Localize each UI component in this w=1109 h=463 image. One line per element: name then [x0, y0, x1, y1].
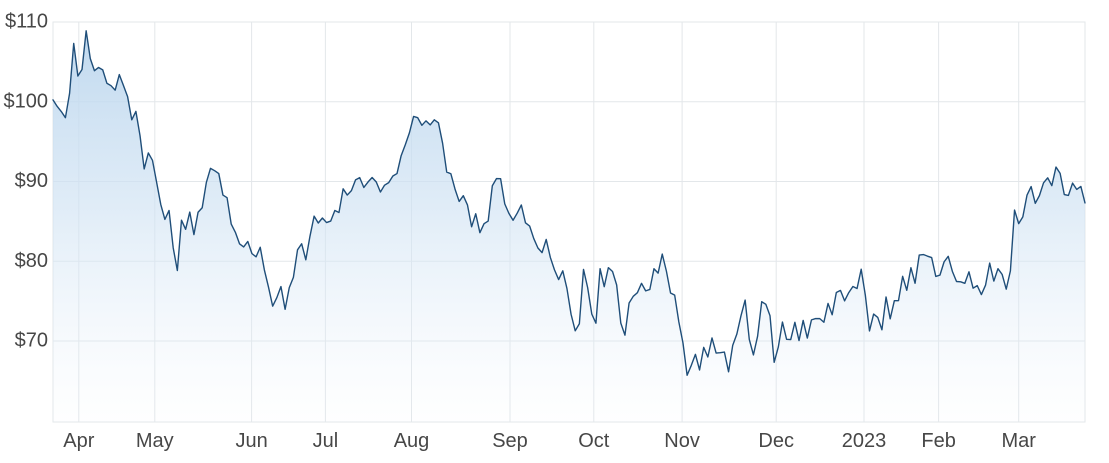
svg-text:$80: $80	[15, 250, 48, 272]
svg-text:Mar: Mar	[1001, 430, 1036, 452]
svg-text:Jul: Jul	[313, 430, 339, 452]
svg-text:Dec: Dec	[758, 430, 794, 452]
svg-text:Aug: Aug	[394, 430, 430, 452]
svg-text:Jun: Jun	[235, 430, 267, 452]
svg-text:Apr: Apr	[63, 430, 94, 452]
svg-text:Sep: Sep	[492, 430, 528, 452]
svg-text:Oct: Oct	[578, 430, 610, 452]
svg-text:May: May	[136, 430, 174, 452]
svg-text:$70: $70	[15, 330, 48, 352]
svg-text:$90: $90	[15, 170, 48, 192]
svg-text:Nov: Nov	[664, 430, 700, 452]
svg-text:Feb: Feb	[921, 430, 955, 452]
svg-text:2023: 2023	[842, 430, 887, 452]
svg-text:$110: $110	[5, 11, 48, 33]
svg-text:$100: $100	[4, 90, 49, 112]
